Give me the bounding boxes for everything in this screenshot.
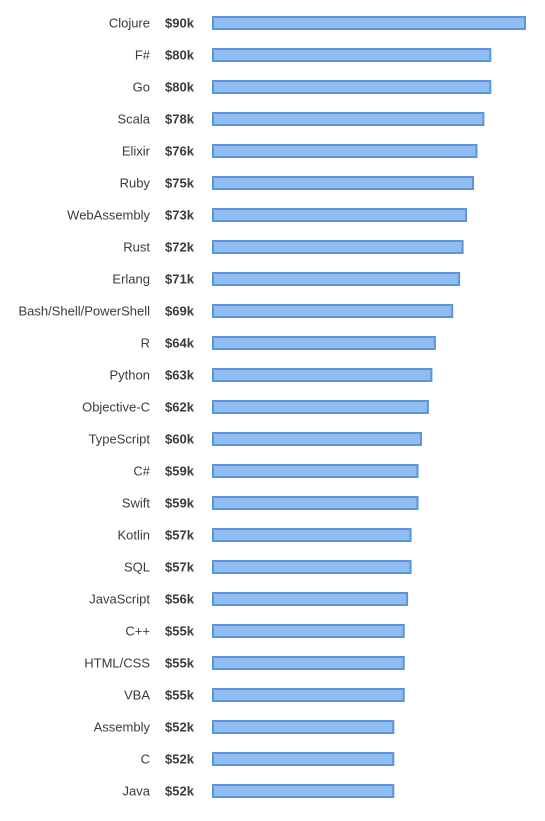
category-label: Objective-C: [82, 400, 150, 415]
value-label: $78k: [165, 112, 195, 127]
category-label: Python: [110, 368, 150, 383]
bar: [212, 48, 492, 62]
category-label: Ruby: [120, 176, 151, 191]
bar: [212, 688, 405, 702]
category-label: R: [141, 336, 150, 351]
category-label: Java: [123, 784, 151, 799]
value-label: $57k: [165, 528, 195, 543]
value-label: $59k: [165, 464, 195, 479]
value-label: $59k: [165, 496, 195, 511]
bar: [212, 208, 468, 222]
bar: [212, 464, 419, 478]
value-label: $80k: [165, 80, 195, 95]
bar: [212, 528, 412, 542]
bar: [212, 720, 395, 734]
value-label: $55k: [165, 656, 195, 671]
bar: [212, 496, 419, 510]
value-label: $75k: [165, 176, 195, 191]
value-label: $73k: [165, 208, 195, 223]
value-label: $55k: [165, 688, 195, 703]
bar: [212, 336, 436, 350]
bar: [212, 784, 395, 798]
category-label: SQL: [124, 560, 150, 575]
value-label: $52k: [165, 720, 195, 735]
bar: [212, 16, 526, 30]
bar: [212, 272, 461, 286]
value-label: $57k: [165, 560, 195, 575]
category-label: HTML/CSS: [84, 656, 150, 671]
value-label: $60k: [165, 432, 195, 447]
value-label: $80k: [165, 48, 195, 63]
bar: [212, 432, 422, 446]
category-label: JavaScript: [89, 592, 150, 607]
category-label: Elixir: [122, 144, 151, 159]
category-label: Kotlin: [117, 528, 150, 543]
value-label: $62k: [165, 400, 195, 415]
value-label: $63k: [165, 368, 195, 383]
bar: [212, 80, 492, 94]
bar: [212, 240, 464, 254]
bar: [212, 400, 429, 414]
category-label: TypeScript: [89, 432, 151, 447]
category-label: Clojure: [109, 16, 150, 31]
value-label: $64k: [165, 336, 195, 351]
value-label: $52k: [165, 784, 195, 799]
bar: [212, 144, 478, 158]
value-label: $69k: [165, 304, 195, 319]
value-label: $90k: [165, 16, 195, 31]
category-label: F#: [135, 48, 151, 63]
category-label: Assembly: [94, 720, 151, 735]
bar: [212, 176, 474, 190]
category-label: Swift: [122, 496, 151, 511]
category-label: WebAssembly: [67, 208, 150, 223]
value-label: $52k: [165, 752, 195, 767]
bar: [212, 112, 485, 126]
category-label: C: [141, 752, 150, 767]
bar: [212, 624, 405, 638]
value-label: $56k: [165, 592, 195, 607]
category-label: C++: [125, 624, 150, 639]
bar: [212, 368, 433, 382]
category-label: Rust: [123, 240, 150, 255]
value-label: $72k: [165, 240, 195, 255]
category-label: C#: [133, 464, 150, 479]
category-label: Go: [133, 80, 150, 95]
category-label: Bash/Shell/PowerShell: [18, 304, 150, 319]
value-label: $55k: [165, 624, 195, 639]
category-label: Scala: [117, 112, 150, 127]
value-label: $76k: [165, 144, 195, 159]
category-label: Erlang: [112, 272, 150, 287]
bar: [212, 304, 454, 318]
value-label: $71k: [165, 272, 195, 287]
bar: [212, 752, 395, 766]
bar: [212, 592, 409, 606]
bar: [212, 560, 412, 574]
bar: [212, 656, 405, 670]
category-label: VBA: [124, 688, 150, 703]
